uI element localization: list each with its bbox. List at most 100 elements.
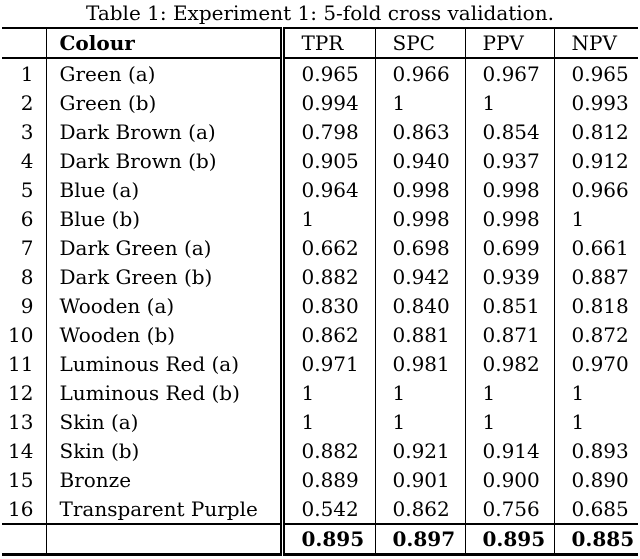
row-spc-value: 0.881 — [375, 320, 466, 349]
row-tpr-value: 0.965 — [282, 58, 376, 88]
row-npv-value: 0.661 — [571, 235, 629, 260]
row-tpr-value: 0.994 — [282, 88, 376, 117]
row-ppv-value: 0.998 — [465, 204, 555, 233]
table-row: 8 Dark Green (b) 0.882 0.942 0.939 0.887 — [2, 262, 638, 291]
row-index-cell: 6 — [2, 204, 47, 233]
table-row: 7 Dark Green (a) 0.662 0.698 0.699 0.661 — [2, 233, 638, 262]
row-npv-value: 1 — [571, 409, 585, 434]
row-ppv-value: 0.982 — [465, 349, 555, 378]
table-row: 11 Luminous Red (a) 0.971 0.981 0.982 0.… — [2, 349, 638, 378]
table-caption: Table 1: Experiment 1: 5-fold cross vali… — [86, 1, 554, 25]
table-row: 1 Green (a) 0.965 0.966 0.967 0.965 — [2, 58, 638, 88]
row-tpr-value: 0.964 — [282, 175, 376, 204]
row-tpr-value: 0.882 — [282, 436, 376, 465]
table-row: 14 Skin (b) 0.882 0.921 0.914 0.893 — [2, 436, 638, 465]
row-index-cell: 16 — [2, 494, 47, 524]
row-spc-value: 0.998 — [375, 175, 466, 204]
table-row: 6 Blue (b) 1 0.998 0.998 1 — [2, 204, 638, 233]
row-index-cell: 8 — [2, 262, 47, 291]
footer-index-cell — [2, 523, 47, 555]
row-ppv-value: 0.699 — [465, 233, 555, 262]
row-spc-value: 0.862 — [375, 494, 466, 524]
row-npv-value: 0.893 — [571, 438, 629, 463]
row-npv-value: 0.685 — [571, 496, 629, 521]
row-index-cell: 13 — [2, 407, 47, 436]
table-footer: 0.895 0.897 0.895 0.885 — [2, 523, 638, 555]
row-npv-value: 0.966 — [571, 177, 629, 202]
table-row: 4 Dark Brown (b) 0.905 0.940 0.937 0.912 — [2, 146, 638, 175]
row-npv-value: 0.818 — [571, 293, 629, 318]
row-ppv-value: 0.851 — [465, 291, 555, 320]
footer-colour-cell — [46, 523, 285, 555]
header-spc-cell: SPC — [375, 28, 466, 59]
row-ppv-value: 0.756 — [465, 494, 555, 524]
row-spc-value: 0.940 — [375, 146, 466, 175]
row-index-cell: 15 — [2, 465, 47, 494]
footer-tpr-value: 0.895 — [282, 523, 376, 555]
table-header: Colour TPR SPC PPV NPV — [2, 28, 638, 59]
row-index-cell: 4 — [2, 146, 47, 175]
table-row: 3 Dark Brown (a) 0.798 0.863 0.854 0.812 — [2, 117, 638, 146]
row-npv-value: 1 — [571, 380, 585, 405]
row-ppv-value: 0.939 — [465, 262, 555, 291]
row-tpr-value: 0.905 — [282, 146, 376, 175]
header-npv-cell: NPV — [554, 28, 638, 59]
table-row: 9 Wooden (a) 0.830 0.840 0.851 0.818 — [2, 291, 638, 320]
row-colour-cell: Green (b) — [46, 88, 285, 117]
table-row: 13 Skin (a) 1 1 1 1 — [2, 407, 638, 436]
footer-spc-value: 0.897 — [375, 523, 466, 555]
row-spc-value: 0.863 — [375, 117, 466, 146]
row-index-cell: 12 — [2, 378, 47, 407]
table-row: 16 Transparent Purple 0.542 0.862 0.756 … — [2, 494, 638, 524]
row-tpr-value: 0.862 — [282, 320, 376, 349]
row-colour-cell: Blue (b) — [46, 204, 285, 233]
row-ppv-value: 0.854 — [465, 117, 555, 146]
row-ppv-value: 0.998 — [465, 175, 555, 204]
row-npv-value: 0.912 — [571, 148, 629, 173]
header-index-cell — [2, 28, 47, 59]
row-ppv-value: 0.967 — [465, 58, 555, 88]
row-spc-value: 0.998 — [375, 204, 466, 233]
row-index-cell: 10 — [2, 320, 47, 349]
row-ppv-value: 1 — [465, 88, 555, 117]
row-tpr-value: 0.971 — [282, 349, 376, 378]
row-colour-cell: Dark Brown (b) — [46, 146, 285, 175]
row-index-cell: 5 — [2, 175, 47, 204]
row-ppv-value: 1 — [465, 407, 555, 436]
row-ppv-value: 0.937 — [465, 146, 555, 175]
row-ppv-value: 0.900 — [465, 465, 555, 494]
header-tpr-cell: TPR — [282, 28, 376, 59]
row-spc-value: 1 — [375, 378, 466, 407]
footer-row: 0.895 0.897 0.895 0.885 — [2, 523, 638, 555]
row-tpr-value: 0.830 — [282, 291, 376, 320]
row-colour-cell: Dark Brown (a) — [46, 117, 285, 146]
row-ppv-value: 0.871 — [465, 320, 555, 349]
row-tpr-value: 0.882 — [282, 262, 376, 291]
row-spc-value: 0.901 — [375, 465, 466, 494]
row-spc-value: 1 — [375, 88, 466, 117]
footer-ppv-value: 0.895 — [465, 523, 555, 555]
row-spc-value: 0.698 — [375, 233, 466, 262]
row-colour-cell: Wooden (a) — [46, 291, 285, 320]
row-tpr-value: 1 — [282, 378, 376, 407]
results-table: Colour TPR SPC PPV NPV 1 Green (a) 0.965… — [2, 27, 638, 556]
table-row: 5 Blue (a) 0.964 0.998 0.998 0.966 — [2, 175, 638, 204]
row-index-cell: 1 — [2, 58, 47, 88]
row-npv-value: 0.872 — [571, 322, 629, 347]
row-npv-value: 0.993 — [571, 90, 629, 115]
row-npv-value: 0.890 — [571, 467, 629, 492]
row-tpr-value: 0.798 — [282, 117, 376, 146]
row-index-cell: 9 — [2, 291, 47, 320]
row-colour-cell: Skin (b) — [46, 436, 285, 465]
row-tpr-value: 1 — [282, 204, 376, 233]
row-colour-cell: Skin (a) — [46, 407, 285, 436]
row-npv-value: 0.970 — [571, 351, 629, 376]
row-npv-value: 0.887 — [571, 264, 629, 289]
row-spc-value: 0.981 — [375, 349, 466, 378]
row-colour-cell: Bronze — [46, 465, 285, 494]
row-colour-cell: Transparent Purple — [46, 494, 285, 524]
row-tpr-value: 0.542 — [282, 494, 376, 524]
row-colour-cell: Green (a) — [46, 58, 285, 88]
row-index-cell: 7 — [2, 233, 47, 262]
